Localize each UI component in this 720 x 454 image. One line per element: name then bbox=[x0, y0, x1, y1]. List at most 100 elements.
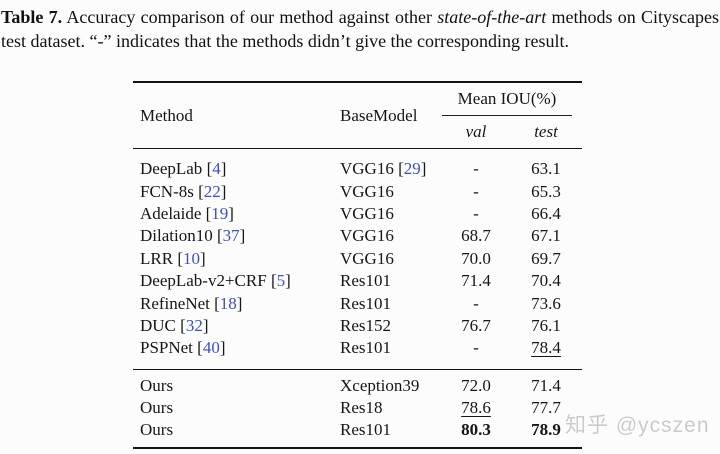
test-cell: 67.1 bbox=[531, 226, 561, 246]
method-cell: LRR [10] bbox=[140, 248, 206, 268]
method-cell: DeepLab-v2+CRF [5] bbox=[140, 271, 291, 291]
basemodel-cell-label: Res101 bbox=[340, 293, 391, 313]
method-cell-label: PSPNet bbox=[140, 338, 193, 358]
val-cell: - bbox=[473, 338, 479, 358]
test-cell: 77.7 bbox=[531, 398, 561, 418]
table-row: Ours Res18 78.6 77.7 bbox=[133, 397, 582, 419]
basemodel-cell: VGG16 bbox=[340, 226, 442, 246]
table-row: Adelaide [19] VGG16 - 66.4 bbox=[133, 203, 582, 225]
method-cell: FCN-8s [22] bbox=[140, 181, 227, 201]
method-cell: Ours bbox=[133, 420, 340, 440]
citation-number: 19 bbox=[211, 203, 229, 223]
citation-number: 29 bbox=[403, 159, 421, 179]
method-cell-label: DeepLab bbox=[140, 159, 203, 179]
basemodel-cell: Res18 bbox=[340, 398, 442, 418]
citation-number: 40 bbox=[202, 338, 220, 358]
citation-number: 5 bbox=[276, 271, 286, 291]
table-row: Dilation10 [37] VGG16 68.7 67.1 bbox=[133, 225, 582, 247]
table-caption: Table 7. Accuracy comparison of our meth… bbox=[0, 5, 720, 53]
method-cell-label: Ours bbox=[140, 420, 174, 440]
method-cell-label: Ours bbox=[140, 375, 174, 395]
method-cell-label: Dilation10 bbox=[140, 226, 213, 246]
val-cell: 68.7 bbox=[461, 226, 491, 246]
val-cell: - bbox=[473, 293, 479, 313]
val-cell: 78.6 bbox=[461, 398, 491, 418]
header-val: val bbox=[465, 122, 487, 141]
basemodel-cell-label: Res18 bbox=[340, 398, 383, 418]
val-cell: 70.0 bbox=[461, 248, 491, 268]
caption-text-before: Accuracy comparison of our method agains… bbox=[66, 7, 432, 27]
test-cell: 76.1 bbox=[531, 315, 561, 335]
basemodel-cell: Xception39 bbox=[340, 376, 442, 396]
test-cell: 78.4 bbox=[531, 338, 561, 358]
table-row: LRR [10] VGG16 70.0 69.7 bbox=[133, 248, 582, 270]
table-row: FCN-8s [22] VGG16 - 65.3 bbox=[133, 180, 582, 202]
method-cell: PSPNet [40] bbox=[140, 338, 226, 358]
method-cell: Adelaide [19] bbox=[140, 203, 234, 223]
val-cell: 72.0 bbox=[461, 375, 491, 395]
test-cell: 71.4 bbox=[531, 375, 561, 395]
header-mean-iou: Mean IOU(%) bbox=[442, 83, 572, 116]
test-cell: 69.7 bbox=[531, 248, 561, 268]
table-row: PSPNet [40] Res101 - 78.4 bbox=[133, 337, 582, 359]
basemodel-cell: VGG16 [29] bbox=[340, 159, 427, 179]
table-row: DeepLab [4] VGG16 [29] - 63.1 bbox=[133, 158, 582, 180]
val-cell: - bbox=[473, 181, 479, 201]
basemodel-cell: Res152 bbox=[340, 316, 442, 336]
header-method: Method bbox=[140, 105, 193, 125]
table-row: Ours Res101 80.3 78.9 bbox=[133, 419, 582, 441]
method-cell: Ours bbox=[133, 398, 340, 418]
val-cell: 80.3 bbox=[461, 420, 491, 440]
basemodel-cell: VGG16 bbox=[340, 182, 442, 202]
method-cell-label: RefineNet bbox=[140, 293, 210, 313]
method-cell: RefineNet [18] bbox=[140, 293, 243, 313]
basemodel-cell-label: Res101 bbox=[340, 338, 391, 358]
method-cell: Ours bbox=[133, 376, 340, 396]
method-cell-label: LRR bbox=[140, 248, 174, 268]
citation-number: 32 bbox=[185, 315, 203, 335]
citation-number: 4 bbox=[212, 159, 221, 179]
method-cell-label: FCN-8s bbox=[140, 181, 194, 201]
basemodel-cell: VGG16 bbox=[340, 204, 442, 224]
basemodel-cell-label: VGG16 bbox=[340, 203, 394, 223]
results-table: Method BaseModel Mean IOU(%) val test De… bbox=[133, 81, 582, 449]
basemodel-cell-label: Res152 bbox=[340, 315, 391, 335]
table-header: Method BaseModel Mean IOU(%) val test bbox=[133, 83, 582, 149]
val-cell: 71.4 bbox=[461, 271, 491, 291]
val-cell: 76.7 bbox=[461, 315, 491, 335]
basemodel-cell-label: VGG16 bbox=[340, 159, 394, 179]
method-cell: DeepLab [4] bbox=[140, 159, 227, 179]
test-cell: 73.6 bbox=[531, 293, 561, 313]
basemodel-cell-label: VGG16 bbox=[340, 181, 394, 201]
method-cell-label: DeepLab-v2+CRF bbox=[140, 271, 267, 291]
basemodel-cell: Res101 bbox=[340, 420, 442, 440]
citation-number: 22 bbox=[203, 181, 221, 201]
header-basemodel: BaseModel bbox=[340, 105, 418, 125]
method-cell: Dilation10 [37] bbox=[140, 226, 246, 246]
table-row: DUC [32] Res152 76.7 76.1 bbox=[133, 315, 582, 337]
test-cell: 65.3 bbox=[531, 181, 561, 201]
method-cell-label: DUC bbox=[140, 315, 176, 335]
test-cell: 78.9 bbox=[531, 420, 561, 440]
test-cell: 63.1 bbox=[531, 159, 561, 179]
method-cell-label: Adelaide bbox=[140, 203, 202, 223]
citation-number: 37 bbox=[222, 226, 240, 246]
test-cell: 70.4 bbox=[531, 271, 561, 291]
table-body-ours: Ours Xception39 72.0 71.4 Ours Res18 78.6 77.7 O… bbox=[133, 368, 582, 447]
method-cell: DUC [32] bbox=[140, 315, 209, 335]
basemodel-cell-label: Res101 bbox=[340, 420, 391, 440]
zhihu-watermark: 知乎 @ycszen bbox=[565, 414, 710, 437]
basemodel-cell: Res101 bbox=[340, 271, 442, 291]
method-cell-label: Ours bbox=[140, 398, 174, 418]
basemodel-cell: Res101 bbox=[340, 338, 442, 358]
val-cell: - bbox=[473, 159, 479, 179]
table-row: RefineNet [18] Res101 - 73.6 bbox=[133, 292, 582, 314]
basemodel-cell-label: Xception39 bbox=[340, 375, 420, 395]
basemodel-cell-label: VGG16 bbox=[340, 248, 394, 268]
table-body-sota: DeepLab [4] VGG16 [29] - 63.1 FCN-8s [22] VGG… bbox=[133, 149, 582, 369]
table-row: Ours Xception39 72.0 71.4 bbox=[133, 375, 582, 397]
caption-italic-phrase: state-of-the-art bbox=[437, 7, 547, 27]
basemodel-cell: Res101 bbox=[340, 294, 442, 314]
basemodel-cell-label: VGG16 bbox=[340, 226, 394, 246]
